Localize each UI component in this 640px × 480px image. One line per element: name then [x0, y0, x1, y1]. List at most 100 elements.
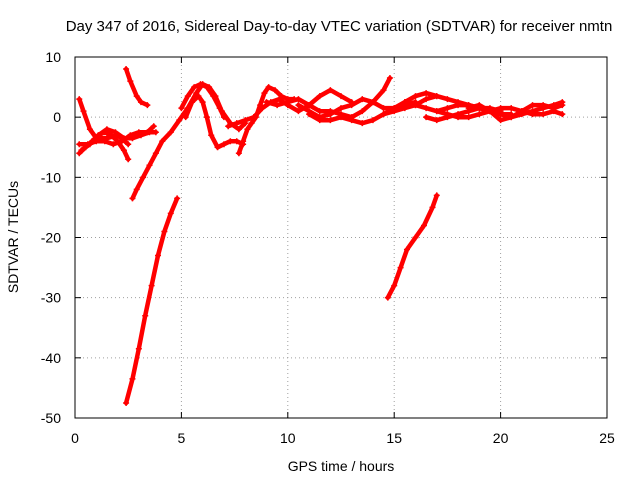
- data-point: [203, 114, 210, 121]
- data-point: [540, 102, 547, 109]
- series-track-15: [385, 193, 440, 300]
- data-point: [433, 192, 440, 199]
- data-point: [423, 114, 430, 121]
- data-point: [195, 93, 202, 100]
- data-point: [423, 105, 430, 112]
- data-point: [391, 282, 398, 289]
- data-point: [240, 138, 247, 145]
- data-point: [316, 108, 323, 115]
- data-point: [86, 141, 93, 148]
- data-point: [316, 117, 323, 124]
- data-point: [95, 132, 102, 139]
- data-point: [103, 126, 110, 133]
- data-point: [135, 345, 142, 352]
- data-point: [220, 141, 227, 148]
- data-point: [261, 90, 268, 97]
- x-tick-label: 10: [280, 430, 296, 446]
- data-point: [235, 126, 242, 133]
- data-point: [197, 81, 204, 88]
- x-tick-label: 25: [599, 430, 615, 446]
- data-point: [369, 117, 376, 124]
- data-point: [306, 102, 313, 109]
- y-tick-label: -10: [41, 169, 61, 185]
- data-point: [433, 117, 440, 124]
- data-point: [242, 117, 249, 124]
- data-point: [465, 105, 472, 112]
- data-point: [248, 120, 255, 127]
- data-point: [191, 84, 198, 91]
- data-point: [112, 129, 119, 136]
- data-point: [476, 111, 483, 118]
- data-point: [174, 195, 181, 202]
- data-point: [412, 93, 419, 100]
- data-point: [276, 96, 283, 103]
- data-point: [327, 87, 334, 94]
- data-point: [125, 156, 132, 163]
- y-tick-label: 10: [45, 49, 61, 65]
- data-point: [403, 246, 410, 253]
- data-point: [110, 141, 117, 148]
- x-tick-label: 0: [71, 430, 79, 446]
- data-point: [233, 120, 240, 127]
- series-track-8: [179, 81, 227, 120]
- data-point: [127, 78, 134, 85]
- y-tick-label: -40: [41, 350, 61, 366]
- data-point: [348, 117, 355, 124]
- data-point: [397, 264, 404, 271]
- data-point: [338, 105, 344, 112]
- series-track-7: [79, 126, 159, 153]
- data-point: [401, 99, 408, 106]
- data-point: [476, 102, 483, 109]
- data-point: [386, 75, 393, 82]
- data-point: [150, 123, 157, 130]
- data-point: [284, 99, 291, 106]
- data-point: [465, 114, 472, 121]
- data-point: [210, 93, 217, 100]
- data-point: [159, 138, 166, 145]
- data-point: [108, 132, 115, 139]
- data-point: [306, 111, 313, 118]
- y-tick-label: -20: [41, 230, 61, 246]
- data-point: [176, 117, 183, 124]
- data-point: [455, 114, 462, 121]
- data-point: [274, 102, 281, 109]
- data-point: [455, 102, 462, 109]
- data-point: [208, 132, 215, 139]
- data-point: [148, 282, 155, 289]
- data-point: [161, 228, 168, 235]
- series-track-1: [123, 196, 180, 406]
- data-point: [137, 132, 144, 139]
- data-point: [295, 108, 302, 115]
- data-point: [391, 108, 398, 115]
- data-point: [137, 99, 144, 106]
- data-point: [76, 96, 83, 103]
- data-point: [133, 93, 140, 100]
- data-point: [146, 162, 153, 169]
- data-point: [265, 84, 272, 91]
- series-track-3: [123, 66, 150, 108]
- data-point: [216, 105, 223, 112]
- data-point: [444, 96, 451, 103]
- y-tick-label: 0: [53, 109, 61, 125]
- data-point: [338, 114, 344, 121]
- data-point: [129, 375, 136, 382]
- data-point: [486, 108, 493, 115]
- data-point: [120, 135, 127, 142]
- data-point: [167, 210, 174, 217]
- data-point: [80, 108, 87, 115]
- data-point: [295, 102, 302, 109]
- x-tick-labels: 0 5 10 15 20 25: [71, 430, 615, 446]
- data-point: [369, 99, 376, 106]
- series-track-20: [466, 102, 565, 123]
- data-point: [86, 126, 93, 133]
- data-point: [220, 114, 227, 121]
- x-tick-label: 5: [178, 430, 186, 446]
- data-point: [327, 117, 334, 124]
- data-point: [380, 111, 387, 118]
- data-point: [508, 105, 515, 112]
- data-point: [359, 96, 366, 103]
- data-point: [444, 111, 451, 118]
- data-point: [123, 66, 130, 73]
- y-axis-label: SDTVAR / TECUs: [5, 181, 21, 293]
